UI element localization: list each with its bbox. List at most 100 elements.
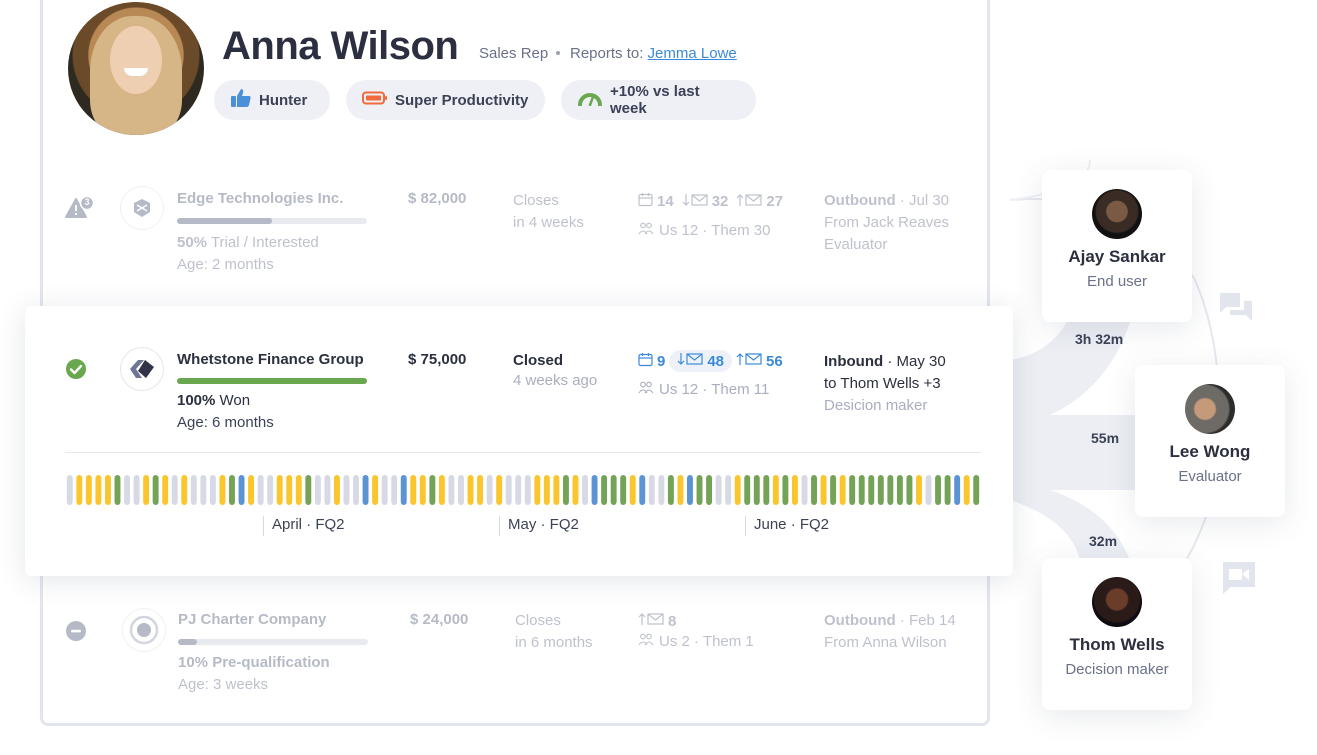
check-circle-icon [65, 358, 87, 385]
activity-bar [314, 475, 321, 505]
activity-bar [76, 475, 83, 505]
activity-bar [400, 475, 407, 505]
reports-to-label: Reports to: [570, 45, 644, 62]
company-name[interactable]: Edge Technologies Inc. [177, 190, 344, 207]
activity-bar [763, 475, 770, 505]
activity-bar [524, 475, 531, 505]
close-timing: 4 weeks ago [513, 372, 598, 389]
activity-bar [419, 475, 426, 505]
activity-bar [391, 475, 398, 505]
emails-in-count: 48 [707, 352, 725, 370]
contact-avatar [1092, 577, 1142, 627]
video-call-icon[interactable] [1222, 561, 1256, 600]
source-type: Outbound [824, 192, 896, 209]
activity-bar [200, 475, 207, 505]
participants-count: Us 12 · Them 30 [659, 222, 771, 239]
meetings-count: 9 [657, 352, 666, 370]
activity-bar [811, 475, 817, 505]
contact-card[interactable]: Lee Wong Evaluator [1135, 365, 1285, 517]
activity-bar [591, 475, 598, 505]
activity-bar [238, 475, 245, 505]
contact-role: Decision maker [1065, 661, 1169, 678]
contact-name: Ajay Sankar [1068, 247, 1166, 266]
activity-bar [868, 475, 875, 505]
contact-avatar [1092, 189, 1142, 239]
source-role: Evaluator [824, 236, 888, 253]
emails-in-pill[interactable]: 48 [669, 350, 733, 372]
activity-bar [448, 475, 455, 505]
contact-card[interactable]: Ajay Sankar End user [1042, 170, 1192, 322]
activity-bar [209, 475, 216, 505]
manager-link[interactable]: Jemma Lowe [647, 45, 737, 62]
close-timing: in 4 weeks [513, 214, 584, 231]
gauge-icon [577, 90, 603, 110]
activity-bar [562, 475, 569, 505]
deal-row[interactable]: 3 Edge Technologies Inc. 50% Trial / Int… [0, 0, 1000, 300]
contact-role: End user [1086, 273, 1148, 290]
activity-stats: 14 32 27 [638, 192, 783, 211]
activity-bar [687, 475, 693, 505]
deal-progress-fill [177, 218, 272, 224]
activity-bar [515, 475, 522, 505]
activity-stats: 9 48 56 [638, 350, 783, 372]
activity-bar [276, 475, 283, 505]
activity-bar [362, 475, 369, 505]
activity-bar [782, 475, 789, 505]
activity-bar [372, 475, 379, 505]
activity-bar [572, 475, 579, 505]
deal-progress-fill [177, 378, 367, 384]
email-out-icon [736, 352, 762, 370]
activity-bar [295, 475, 302, 505]
contact-avatar [1185, 384, 1235, 434]
month-label-april: April · FQ2 [263, 516, 345, 536]
activity-bar [143, 475, 150, 505]
activity-bar [381, 475, 388, 505]
activity-bar [171, 475, 178, 505]
activity-bar [629, 475, 636, 505]
contact-card[interactable]: Thom Wells Decision maker [1042, 558, 1192, 710]
activity-bar [648, 475, 655, 505]
email-out-icon [736, 193, 762, 211]
activity-bar [152, 475, 159, 505]
reports-to: Reports to: Jemma Lowe [570, 45, 737, 62]
email-in-icon [677, 352, 703, 370]
company-name[interactable]: Whetstone Finance Group [177, 351, 364, 368]
activity-bar [248, 475, 255, 505]
activity-bar [486, 475, 493, 505]
stage-label: Won [219, 392, 251, 409]
badge-hunter[interactable]: Hunter [214, 80, 330, 120]
close-status: Closes [513, 192, 559, 209]
activity-bar [66, 475, 73, 505]
activity-bar [124, 475, 130, 505]
featured-deal-card[interactable]: Whetstone Finance Group 100% Won Age: 6 … [25, 306, 1013, 576]
activity-bar [906, 475, 913, 505]
badge-weekly-change[interactable]: +10% vs last week [561, 80, 756, 120]
source-date: · Jul 30 [899, 192, 950, 209]
duration-label: 32m [1089, 533, 1118, 549]
activity-bar [582, 475, 588, 505]
activity-bar [820, 475, 827, 505]
activity-bar [467, 475, 474, 505]
activity-bar [734, 475, 741, 505]
chat-icon[interactable] [1218, 291, 1254, 328]
source-type: Inbound [824, 353, 884, 370]
badge-super-productivity[interactable]: Super Productivity [346, 80, 545, 120]
stage-label: Trial / Interested [210, 234, 319, 251]
activity-bar [677, 475, 684, 505]
source-date: · May 30 [887, 353, 946, 370]
badge-label: Hunter [259, 91, 308, 109]
email-in-icon [682, 193, 708, 211]
activity-bar [133, 475, 140, 505]
deal-progress [177, 378, 367, 384]
activity-bar [896, 475, 903, 505]
activity-bar [667, 475, 674, 505]
activity-bar [181, 475, 188, 505]
emails-out-count: 56 [766, 352, 783, 370]
stage-percent: 50% [177, 234, 208, 251]
contact-role: Evaluator [1178, 468, 1242, 485]
activity-bar [505, 475, 512, 505]
deal-progress [177, 218, 367, 224]
user-name: Anna Wilson [222, 24, 459, 68]
emails-in-count: 32 [711, 193, 729, 210]
month-label-may: May · FQ2 [499, 516, 579, 536]
